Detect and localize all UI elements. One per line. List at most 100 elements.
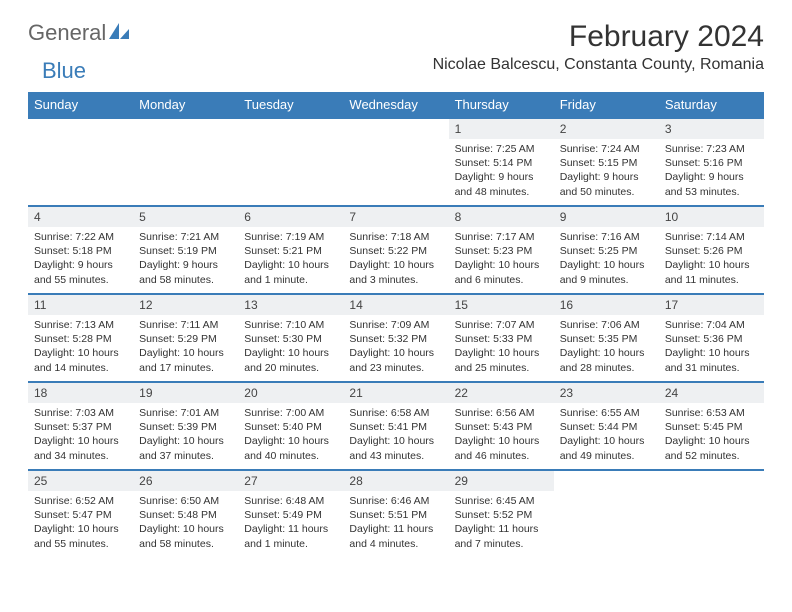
day-number: 6 — [238, 207, 343, 227]
calendar-day-cell: 24Sunrise: 6:53 AMSunset: 5:45 PMDayligh… — [659, 382, 764, 470]
weekday-header: Sunday — [28, 92, 133, 118]
day-number: 11 — [28, 295, 133, 315]
calendar-day-cell: 15Sunrise: 7:07 AMSunset: 5:33 PMDayligh… — [449, 294, 554, 382]
day-number: 13 — [238, 295, 343, 315]
day-details: Sunrise: 7:07 AMSunset: 5:33 PMDaylight:… — [449, 315, 554, 379]
day-number: 5 — [133, 207, 238, 227]
day-number: 2 — [554, 119, 659, 139]
weekday-header: Friday — [554, 92, 659, 118]
day-details: Sunrise: 7:09 AMSunset: 5:32 PMDaylight:… — [343, 315, 448, 379]
day-number: 23 — [554, 383, 659, 403]
calendar-day-cell — [554, 470, 659, 557]
day-details: Sunrise: 7:01 AMSunset: 5:39 PMDaylight:… — [133, 403, 238, 467]
calendar-table: SundayMondayTuesdayWednesdayThursdayFrid… — [28, 92, 764, 557]
day-number: 8 — [449, 207, 554, 227]
weekday-header: Monday — [133, 92, 238, 118]
calendar-day-cell: 19Sunrise: 7:01 AMSunset: 5:39 PMDayligh… — [133, 382, 238, 470]
day-details: Sunrise: 7:13 AMSunset: 5:28 PMDaylight:… — [28, 315, 133, 379]
day-number: 26 — [133, 471, 238, 491]
day-details: Sunrise: 7:18 AMSunset: 5:22 PMDaylight:… — [343, 227, 448, 291]
day-number: 15 — [449, 295, 554, 315]
weekday-header: Tuesday — [238, 92, 343, 118]
day-details: Sunrise: 6:46 AMSunset: 5:51 PMDaylight:… — [343, 491, 448, 555]
calendar-day-cell: 22Sunrise: 6:56 AMSunset: 5:43 PMDayligh… — [449, 382, 554, 470]
calendar-day-cell: 20Sunrise: 7:00 AMSunset: 5:40 PMDayligh… — [238, 382, 343, 470]
day-details: Sunrise: 7:25 AMSunset: 5:14 PMDaylight:… — [449, 139, 554, 203]
day-number: 25 — [28, 471, 133, 491]
day-details: Sunrise: 7:14 AMSunset: 5:26 PMDaylight:… — [659, 227, 764, 291]
day-number: 20 — [238, 383, 343, 403]
day-details: Sunrise: 7:11 AMSunset: 5:29 PMDaylight:… — [133, 315, 238, 379]
calendar-day-cell: 13Sunrise: 7:10 AMSunset: 5:30 PMDayligh… — [238, 294, 343, 382]
day-number: 16 — [554, 295, 659, 315]
day-number: 24 — [659, 383, 764, 403]
day-details: Sunrise: 7:24 AMSunset: 5:15 PMDaylight:… — [554, 139, 659, 203]
day-details: Sunrise: 7:06 AMSunset: 5:35 PMDaylight:… — [554, 315, 659, 379]
day-number: 28 — [343, 471, 448, 491]
calendar-day-cell: 14Sunrise: 7:09 AMSunset: 5:32 PMDayligh… — [343, 294, 448, 382]
day-details: Sunrise: 7:21 AMSunset: 5:19 PMDaylight:… — [133, 227, 238, 291]
day-details: Sunrise: 7:04 AMSunset: 5:36 PMDaylight:… — [659, 315, 764, 379]
calendar-day-cell: 8Sunrise: 7:17 AMSunset: 5:23 PMDaylight… — [449, 206, 554, 294]
calendar-day-cell: 4Sunrise: 7:22 AMSunset: 5:18 PMDaylight… — [28, 206, 133, 294]
day-number: 1 — [449, 119, 554, 139]
day-details: Sunrise: 7:00 AMSunset: 5:40 PMDaylight:… — [238, 403, 343, 467]
logo-text-general: General — [28, 20, 106, 46]
calendar-day-cell: 12Sunrise: 7:11 AMSunset: 5:29 PMDayligh… — [133, 294, 238, 382]
calendar-day-cell — [28, 118, 133, 206]
calendar-week-row: 1Sunrise: 7:25 AMSunset: 5:14 PMDaylight… — [28, 118, 764, 206]
day-number: 3 — [659, 119, 764, 139]
day-number: 29 — [449, 471, 554, 491]
location-text: Nicolae Balcescu, Constanta County, Roma… — [433, 56, 764, 74]
calendar-day-cell: 26Sunrise: 6:50 AMSunset: 5:48 PMDayligh… — [133, 470, 238, 557]
weekday-header: Saturday — [659, 92, 764, 118]
day-details: Sunrise: 7:19 AMSunset: 5:21 PMDaylight:… — [238, 227, 343, 291]
month-title: February 2024 — [433, 20, 764, 54]
calendar-day-cell: 10Sunrise: 7:14 AMSunset: 5:26 PMDayligh… — [659, 206, 764, 294]
calendar-week-row: 4Sunrise: 7:22 AMSunset: 5:18 PMDaylight… — [28, 206, 764, 294]
day-number: 22 — [449, 383, 554, 403]
day-number: 9 — [554, 207, 659, 227]
calendar-day-cell: 2Sunrise: 7:24 AMSunset: 5:15 PMDaylight… — [554, 118, 659, 206]
day-number: 4 — [28, 207, 133, 227]
calendar-day-cell: 18Sunrise: 7:03 AMSunset: 5:37 PMDayligh… — [28, 382, 133, 470]
day-details: Sunrise: 6:50 AMSunset: 5:48 PMDaylight:… — [133, 491, 238, 555]
day-details: Sunrise: 7:10 AMSunset: 5:30 PMDaylight:… — [238, 315, 343, 379]
day-details: Sunrise: 7:17 AMSunset: 5:23 PMDaylight:… — [449, 227, 554, 291]
logo-text-blue: Blue — [42, 58, 86, 83]
day-details: Sunrise: 6:52 AMSunset: 5:47 PMDaylight:… — [28, 491, 133, 555]
day-details: Sunrise: 6:53 AMSunset: 5:45 PMDaylight:… — [659, 403, 764, 467]
calendar-day-cell: 11Sunrise: 7:13 AMSunset: 5:28 PMDayligh… — [28, 294, 133, 382]
calendar-day-cell: 7Sunrise: 7:18 AMSunset: 5:22 PMDaylight… — [343, 206, 448, 294]
calendar-day-cell: 23Sunrise: 6:55 AMSunset: 5:44 PMDayligh… — [554, 382, 659, 470]
day-details: Sunrise: 6:56 AMSunset: 5:43 PMDaylight:… — [449, 403, 554, 467]
calendar-day-cell — [133, 118, 238, 206]
calendar-day-cell: 5Sunrise: 7:21 AMSunset: 5:19 PMDaylight… — [133, 206, 238, 294]
weekday-header: Wednesday — [343, 92, 448, 118]
title-block: February 2024 Nicolae Balcescu, Constant… — [433, 20, 764, 74]
logo: General — [28, 20, 130, 46]
calendar-day-cell: 27Sunrise: 6:48 AMSunset: 5:49 PMDayligh… — [238, 470, 343, 557]
day-details: Sunrise: 6:55 AMSunset: 5:44 PMDaylight:… — [554, 403, 659, 467]
day-number: 21 — [343, 383, 448, 403]
calendar-day-cell: 17Sunrise: 7:04 AMSunset: 5:36 PMDayligh… — [659, 294, 764, 382]
calendar-day-cell: 25Sunrise: 6:52 AMSunset: 5:47 PMDayligh… — [28, 470, 133, 557]
day-details: Sunrise: 7:03 AMSunset: 5:37 PMDaylight:… — [28, 403, 133, 467]
day-number: 7 — [343, 207, 448, 227]
calendar-day-cell: 6Sunrise: 7:19 AMSunset: 5:21 PMDaylight… — [238, 206, 343, 294]
calendar-day-cell — [659, 470, 764, 557]
day-details: Sunrise: 6:58 AMSunset: 5:41 PMDaylight:… — [343, 403, 448, 467]
day-number: 27 — [238, 471, 343, 491]
calendar-body: 1Sunrise: 7:25 AMSunset: 5:14 PMDaylight… — [28, 118, 764, 557]
day-number: 19 — [133, 383, 238, 403]
calendar-day-cell: 29Sunrise: 6:45 AMSunset: 5:52 PMDayligh… — [449, 470, 554, 557]
day-number: 17 — [659, 295, 764, 315]
day-details: Sunrise: 6:45 AMSunset: 5:52 PMDaylight:… — [449, 491, 554, 555]
calendar-day-cell: 28Sunrise: 6:46 AMSunset: 5:51 PMDayligh… — [343, 470, 448, 557]
calendar-day-cell — [343, 118, 448, 206]
calendar-day-cell: 9Sunrise: 7:16 AMSunset: 5:25 PMDaylight… — [554, 206, 659, 294]
calendar-week-row: 11Sunrise: 7:13 AMSunset: 5:28 PMDayligh… — [28, 294, 764, 382]
day-details: Sunrise: 7:16 AMSunset: 5:25 PMDaylight:… — [554, 227, 659, 291]
day-number: 12 — [133, 295, 238, 315]
weekday-header: Thursday — [449, 92, 554, 118]
